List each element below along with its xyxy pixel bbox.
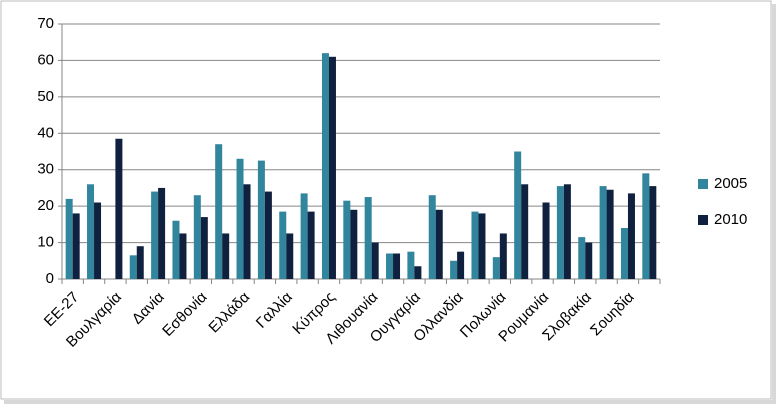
bar xyxy=(450,260,458,279)
bar xyxy=(428,195,436,279)
bar xyxy=(257,160,265,279)
bar xyxy=(65,198,73,279)
y-tick-label: 40 xyxy=(37,124,54,141)
bar xyxy=(321,53,329,280)
bar xyxy=(386,253,394,279)
bar xyxy=(179,233,187,279)
bar xyxy=(343,200,351,279)
legend-label: 2005 xyxy=(714,175,747,192)
bar xyxy=(200,217,208,279)
bar xyxy=(407,251,415,279)
bar xyxy=(393,253,401,279)
bar xyxy=(151,191,159,279)
bar xyxy=(193,195,201,279)
bar xyxy=(158,187,166,279)
bar xyxy=(300,193,308,279)
bar xyxy=(87,184,95,279)
bar xyxy=(94,202,102,279)
bar xyxy=(649,186,657,279)
bar xyxy=(471,211,479,279)
bar xyxy=(478,213,486,279)
y-tick-label: 70 xyxy=(37,15,54,32)
bar xyxy=(215,144,223,279)
bar xyxy=(364,197,372,279)
bar xyxy=(435,209,443,279)
bar xyxy=(606,189,614,279)
bar xyxy=(492,257,500,279)
legend-label: 2010 xyxy=(714,211,747,228)
bar xyxy=(542,202,550,279)
bar xyxy=(136,246,144,279)
bar xyxy=(414,266,422,279)
bar xyxy=(499,233,507,279)
bar xyxy=(264,191,272,279)
bar xyxy=(457,251,465,279)
bar xyxy=(620,228,628,279)
bar xyxy=(563,184,571,279)
y-tick-label: 30 xyxy=(37,161,54,178)
bar xyxy=(286,233,294,279)
bar xyxy=(307,211,315,279)
bar xyxy=(243,184,251,279)
bar xyxy=(521,184,529,279)
frame-shadow xyxy=(4,400,776,404)
legend-swatch xyxy=(698,215,708,225)
bar xyxy=(279,211,287,279)
bar xyxy=(578,237,586,279)
bar xyxy=(328,56,336,280)
bar xyxy=(129,255,137,279)
bar xyxy=(514,151,522,279)
y-tick-label: 0 xyxy=(46,270,54,287)
bar xyxy=(350,209,358,279)
y-tick-label: 20 xyxy=(37,197,54,214)
bar xyxy=(556,186,564,279)
bar xyxy=(585,242,593,279)
bar xyxy=(222,233,230,279)
bar xyxy=(371,242,379,279)
bar xyxy=(642,173,650,279)
bar xyxy=(115,138,123,279)
legend-swatch xyxy=(698,179,708,189)
bar xyxy=(599,186,607,279)
bar xyxy=(172,220,180,279)
bar xyxy=(627,193,635,279)
y-tick-label: 60 xyxy=(37,51,54,68)
y-tick-label: 10 xyxy=(37,234,54,251)
bar xyxy=(236,158,244,279)
y-tick-label: 50 xyxy=(37,88,54,105)
bar xyxy=(72,213,80,279)
frame-shadow xyxy=(772,4,776,402)
